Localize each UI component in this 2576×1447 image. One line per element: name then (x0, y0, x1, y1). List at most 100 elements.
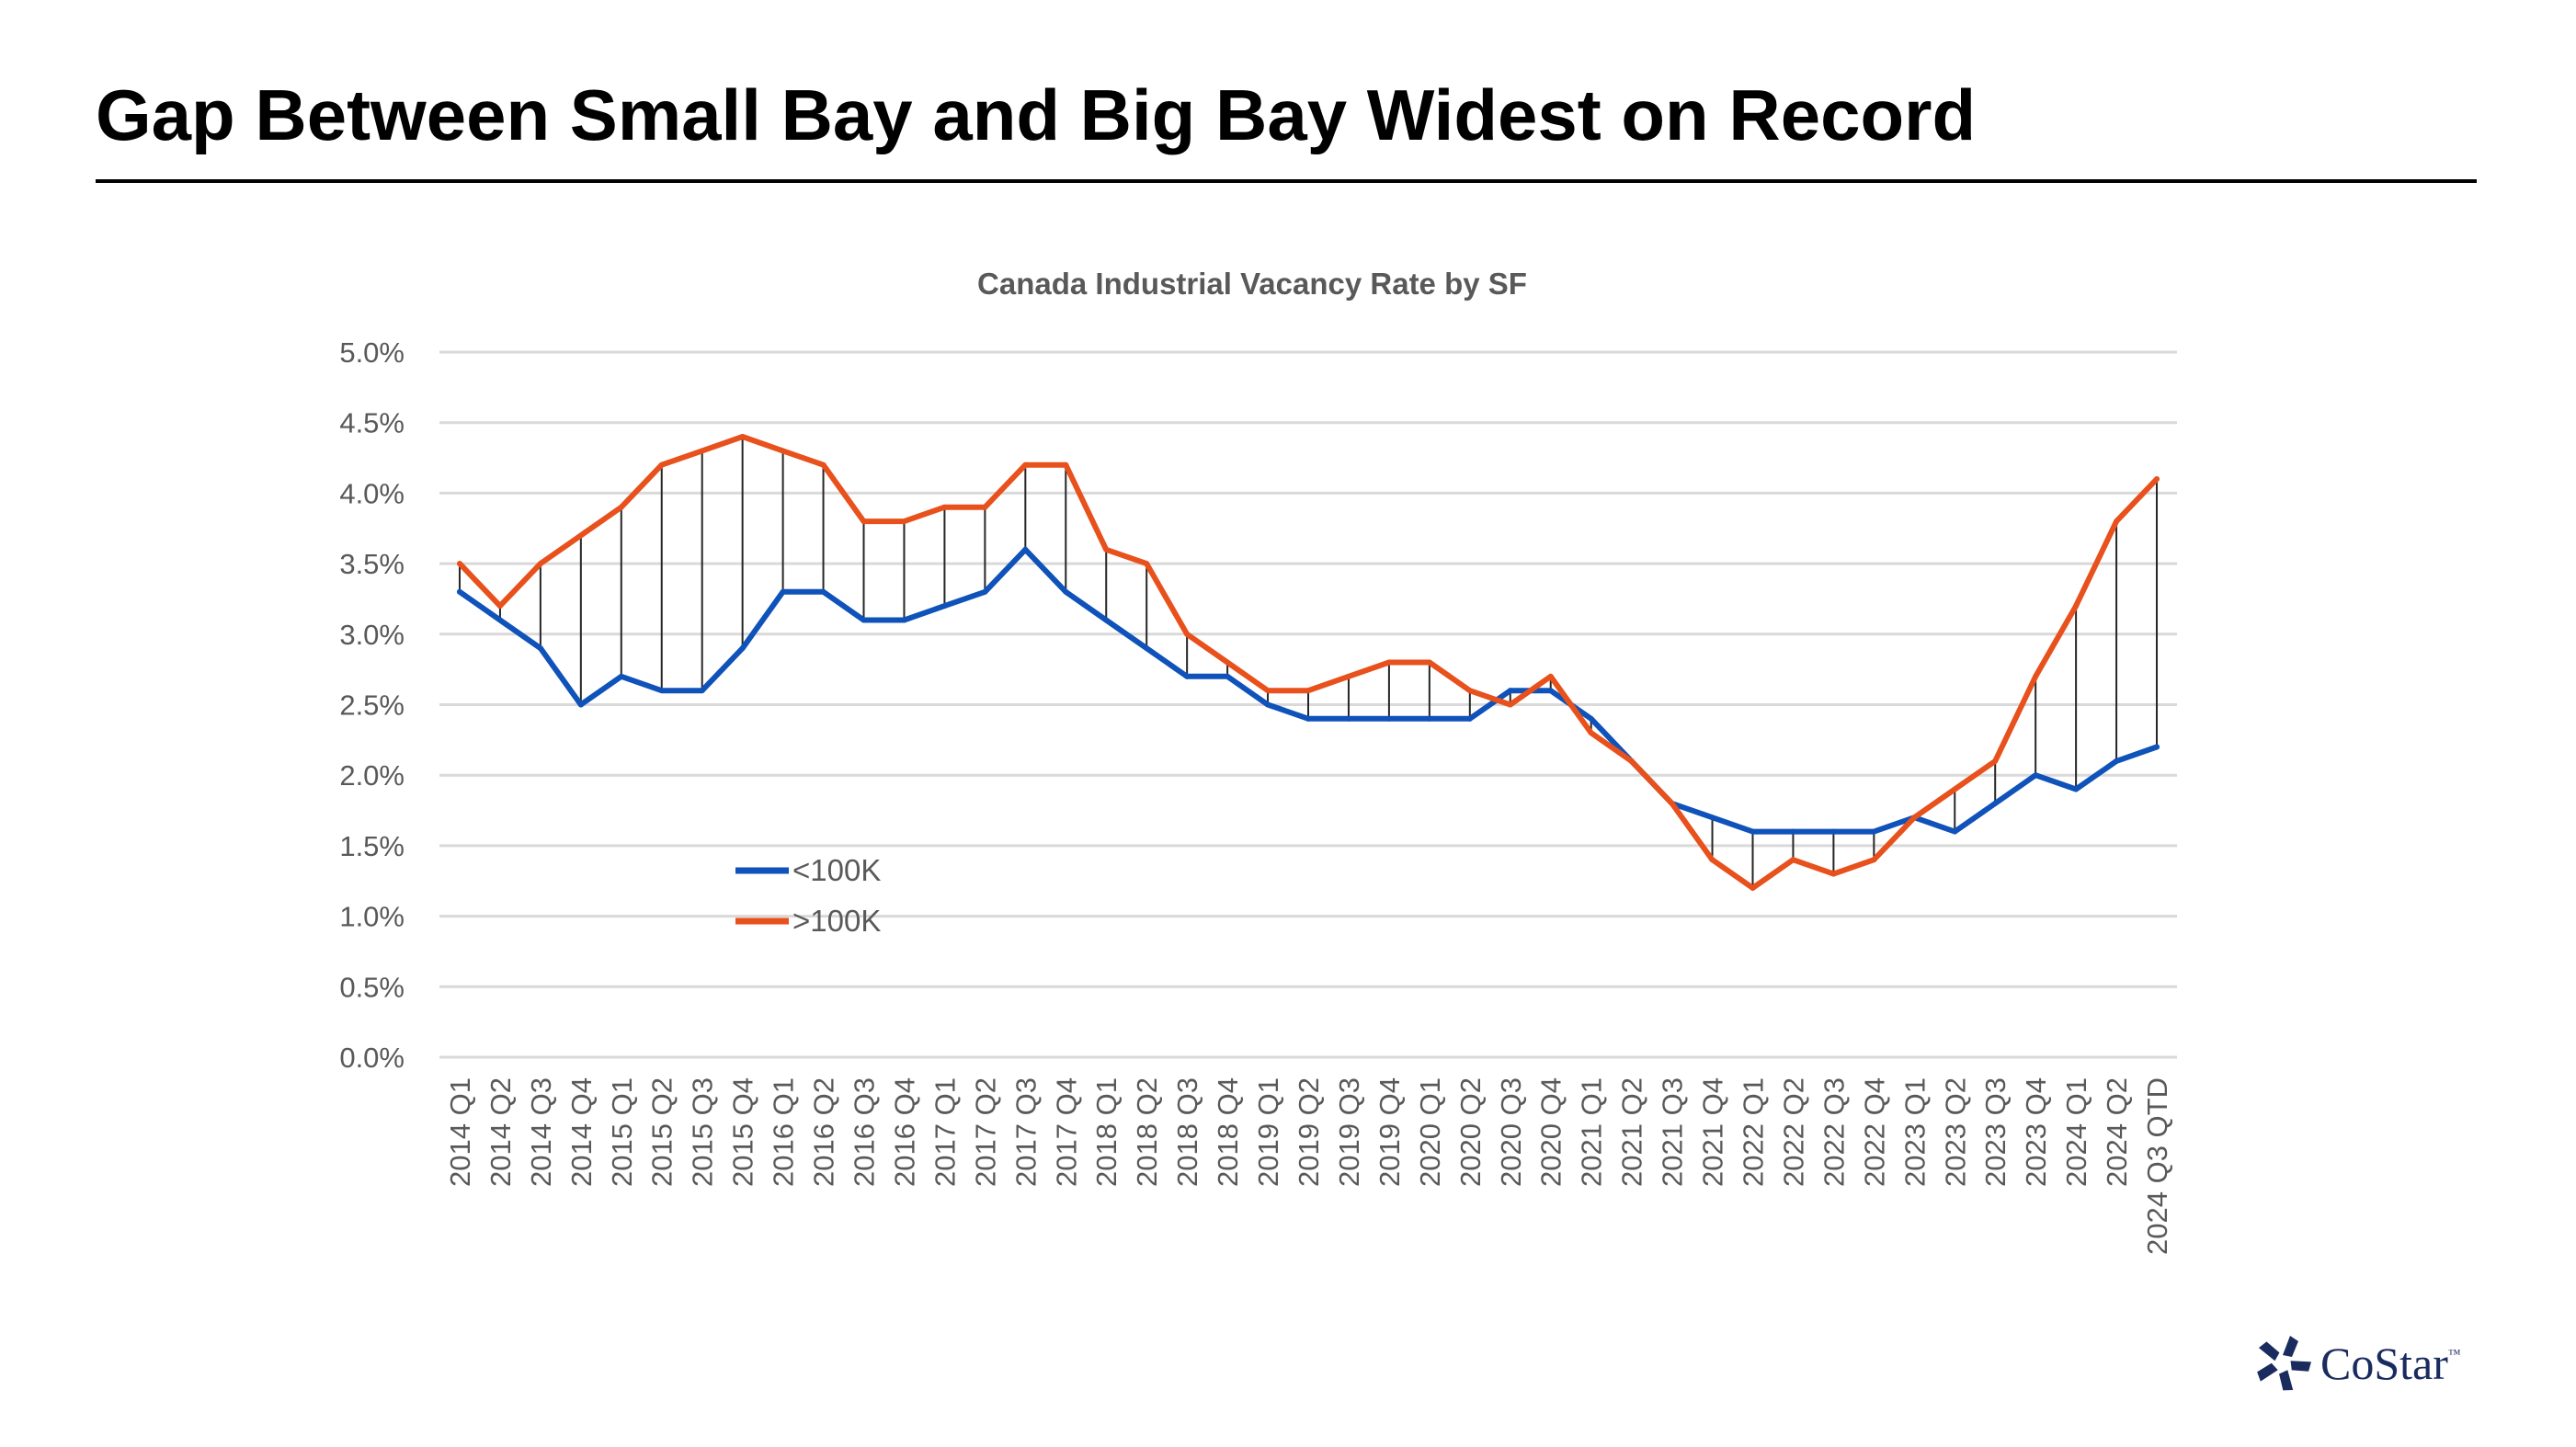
data-point (1022, 461, 1029, 468)
x-tick-label: 2018 Q2 (1131, 1077, 1163, 1187)
data-point (658, 461, 665, 468)
data-point (537, 561, 543, 567)
y-tick-label: 1.5% (339, 830, 405, 862)
data-point (1466, 688, 1473, 694)
x-tick-label: 2014 Q4 (565, 1077, 598, 1187)
data-point (1952, 786, 1958, 792)
data-point (1144, 645, 1150, 652)
logo-petal (2279, 1370, 2294, 1391)
y-tick-label: 2.5% (339, 689, 405, 722)
y-tick-label: 3.0% (339, 619, 405, 651)
data-point (1345, 673, 1351, 679)
x-tick-label: 2015 Q3 (687, 1077, 719, 1187)
x-tick-label: 2023 Q1 (1898, 1077, 1931, 1187)
data-point (658, 688, 665, 694)
data-point (2154, 744, 2160, 750)
data-point (456, 588, 462, 595)
x-tick-label: 2019 Q4 (1373, 1077, 1406, 1187)
x-tick-label: 2017 Q3 (1009, 1077, 1042, 1187)
data-point (1830, 828, 1837, 835)
x-tick-label: 2014 Q1 (444, 1077, 476, 1187)
x-tick-label: 2022 Q4 (1858, 1077, 1890, 1187)
x-tick-label: 2020 Q3 (1495, 1077, 1527, 1187)
data-point (1952, 828, 1958, 835)
data-point (2114, 518, 2120, 525)
x-tick-label: 2021 Q1 (1576, 1077, 1608, 1187)
x-tick-label: 2016 Q1 (768, 1077, 800, 1187)
x-tick-label: 2020 Q1 (1414, 1077, 1446, 1187)
y-tick-label: 2.0% (339, 759, 405, 792)
data-point (1911, 815, 1918, 821)
data-point (1628, 758, 1635, 764)
data-point (699, 448, 705, 454)
x-tick-label: 2021 Q3 (1657, 1077, 1689, 1187)
data-point (1265, 701, 1271, 708)
data-point (780, 448, 786, 454)
data-point (1184, 673, 1191, 679)
y-tick-label: 4.5% (339, 407, 405, 439)
x-tick-label: 2023 Q2 (1939, 1077, 1971, 1187)
data-point (1750, 884, 1756, 891)
data-point (1750, 828, 1756, 835)
data-point (537, 645, 543, 652)
logo-petal (2257, 1362, 2278, 1382)
data-point (1063, 588, 1069, 595)
data-point (982, 504, 988, 510)
data-point (1507, 688, 1513, 694)
y-axis-ticks: 0.0% 0.5% 1.0% 1.5% 2.0% 2.5% 3.0% 3.5% 4.0% 4.5%… (339, 336, 405, 1074)
data-point (2154, 476, 2160, 483)
x-tick-label: 2015 Q2 (646, 1077, 678, 1187)
x-tick-label: 2016 Q2 (808, 1077, 840, 1187)
data-point (1385, 715, 1392, 722)
data-point (1103, 617, 1110, 623)
logo-petal (2258, 1341, 2280, 1362)
data-point (1588, 715, 1594, 722)
data-point (820, 588, 826, 595)
data-point (1790, 828, 1796, 835)
data-point (1305, 715, 1311, 722)
data-point (2033, 772, 2039, 779)
series-lines (456, 434, 2160, 891)
x-tick-label: 2018 Q4 (1212, 1077, 1244, 1187)
x-tick-label: 2014 Q2 (484, 1077, 517, 1187)
x-tick-label: 2019 Q1 (1252, 1077, 1284, 1187)
x-tick-label: 2022 Q2 (1777, 1077, 1809, 1187)
y-tick-label: 1.0% (339, 901, 405, 933)
logo-petal (2290, 1361, 2312, 1372)
x-tick-label: 2023 Q3 (1979, 1077, 2012, 1187)
y-tick-label: 4.0% (339, 477, 405, 509)
x-tick-label: 2021 Q2 (1616, 1077, 1648, 1187)
data-point (2073, 786, 2080, 792)
data-point (1103, 546, 1110, 553)
x-axis-ticks: 2014 Q1 2014 Q2 2014 Q3 2014 Q4 2015 Q1 2015 … (444, 1077, 2173, 1255)
data-point (699, 688, 705, 694)
data-point (739, 434, 746, 440)
brand-wordmark: CoStar (2320, 1338, 2448, 1389)
x-tick-label: 2024 Q1 (2060, 1077, 2092, 1187)
data-point (1225, 659, 1231, 666)
data-point (1709, 857, 1715, 863)
x-tick-label: 2019 Q2 (1293, 1077, 1325, 1187)
data-point (1466, 715, 1473, 722)
x-tick-label: 2016 Q4 (888, 1077, 920, 1187)
data-point (577, 701, 584, 708)
title-divider (96, 179, 2477, 183)
x-tick-label: 2016 Q3 (849, 1077, 881, 1187)
y-tick-label: 0.0% (339, 1042, 405, 1074)
data-point (1547, 688, 1554, 694)
data-point (1871, 857, 1877, 863)
x-tick-label: 2023 Q4 (2020, 1077, 2052, 1187)
data-point (1184, 631, 1191, 637)
data-point (901, 617, 907, 623)
data-point (982, 588, 988, 595)
data-point (496, 617, 503, 623)
data-point (577, 532, 584, 539)
x-tick-label: 2014 Q3 (525, 1077, 557, 1187)
x-tick-label: 2021 Q4 (1697, 1077, 1729, 1187)
data-point (1992, 758, 1999, 764)
data-point (1669, 800, 1675, 806)
x-tick-label: 2024 Q2 (2101, 1077, 2133, 1187)
data-point (1225, 673, 1231, 679)
logo-petal (2283, 1336, 2298, 1357)
